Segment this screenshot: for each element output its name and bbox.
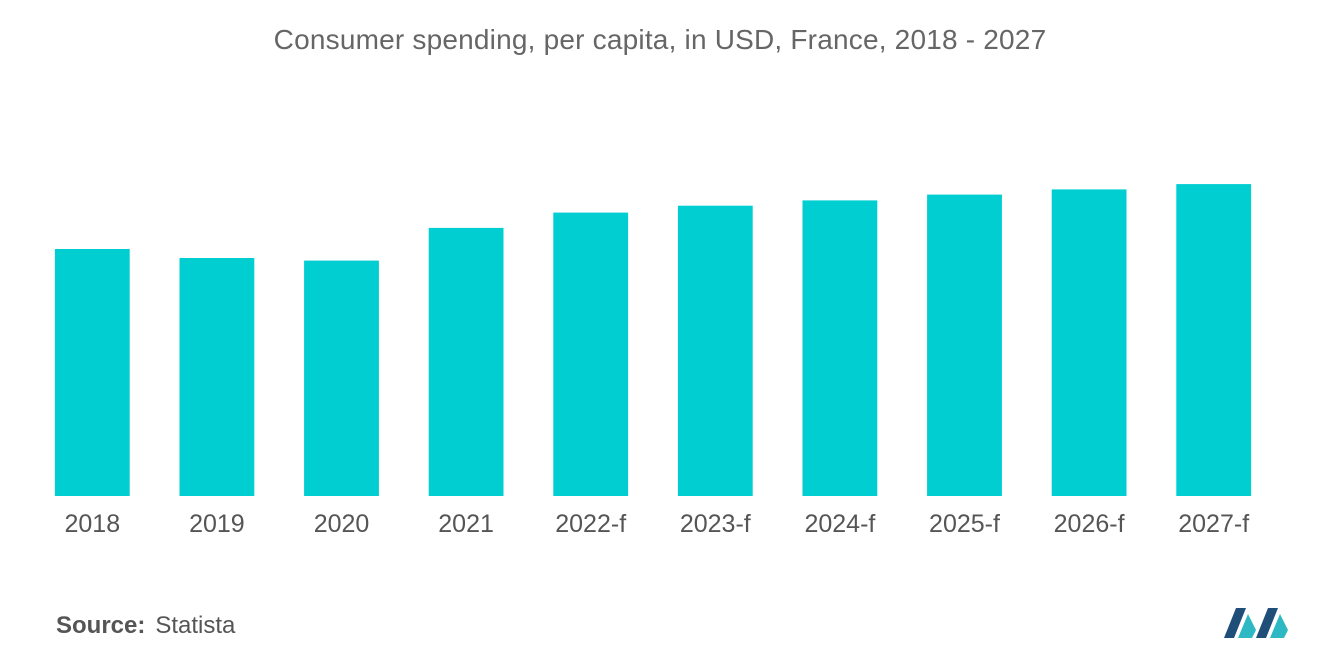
x-tick-label: 2022-f: [555, 510, 626, 538]
x-tick-label: 2023-f: [680, 510, 751, 538]
x-tick-label: 2020: [314, 510, 370, 538]
chart-title: Consumer spending, per capita, in USD, F…: [273, 24, 1047, 55]
bar-2025-f: [927, 194, 1002, 496]
source-note: Source: Statista: [56, 612, 235, 640]
source-label: Source:: [56, 612, 146, 639]
x-tick-label: 2026-f: [1054, 510, 1125, 538]
bar-2022-f: [553, 212, 629, 496]
x-tick-label: 2024-f: [804, 510, 875, 538]
bar-2019: [179, 258, 255, 496]
x-tick-label: 2027-f: [1178, 510, 1249, 538]
mordor-logo-icon: [1224, 608, 1288, 638]
bar-2026-f: [1051, 189, 1127, 496]
bars-group: [54, 184, 1252, 496]
x-tick-label: 2019: [189, 510, 245, 538]
bar-2021: [428, 227, 504, 496]
bar-2023-f: [677, 205, 753, 496]
x-tick-label: 2018: [64, 510, 120, 538]
source-value: Statista: [155, 612, 236, 639]
bar-2024-f: [802, 200, 878, 496]
bar-2020: [304, 260, 379, 496]
x-tick-label: 2025-f: [929, 510, 1000, 538]
x-tick-label: 2021: [438, 510, 494, 538]
bar-2027-f: [1176, 184, 1252, 496]
x-tick-labels: 2018 2019 2020 2021 2022-f 2023-f 2024-f 2025-f…: [64, 510, 1249, 538]
bar-2018: [54, 249, 130, 496]
